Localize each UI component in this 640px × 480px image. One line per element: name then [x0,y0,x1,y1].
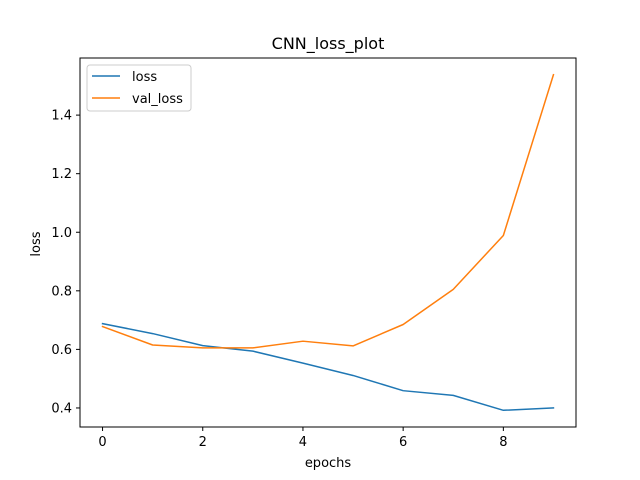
y-tick-label: 0.4 [51,401,72,416]
plot-frame [79,57,577,428]
y-tick-label: 1.4 [51,109,72,124]
series-line-loss [101,322,555,412]
y-tick-label: 0.8 [51,284,72,299]
x-tick-label: 4 [299,435,307,450]
y-tick-label: 1.2 [51,167,72,182]
chart-title: CNN_loss_plot [272,34,385,54]
legend: loss val_loss [86,64,192,112]
x-tick-label: 8 [499,435,507,450]
x-tick-label: 2 [199,435,207,450]
y-tick-label: 0.6 [51,343,72,358]
series-line-val-loss [101,73,555,349]
x-axis-ticks: 0 2 4 6 8 [98,427,507,450]
y-axis-label: loss [29,231,44,256]
y-tick-label: 1.0 [51,226,72,241]
legend-label-loss: loss [132,70,157,85]
x-tick-label: 0 [98,435,106,450]
y-axis-ticks: 0.4 0.6 0.8 1.0 1.2 1.4 [51,109,80,416]
x-tick-label: 6 [399,435,407,450]
series-layer [101,73,555,412]
x-axis-label: epochs [305,456,352,471]
legend-label-val-loss: val_loss [132,92,183,107]
